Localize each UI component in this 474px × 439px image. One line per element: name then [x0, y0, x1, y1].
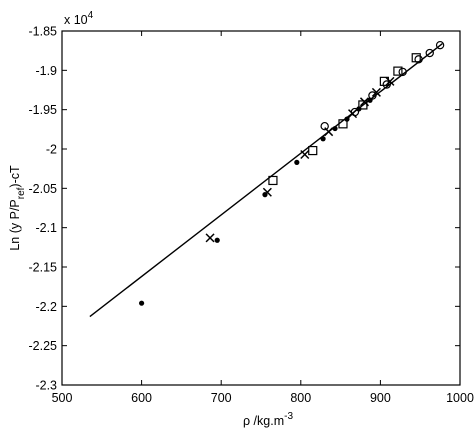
point-x — [262, 187, 272, 197]
x-tick-label: 500 — [52, 391, 73, 405]
point-circle — [414, 55, 423, 64]
x-axis-ticks: 500 600 700 800 900 1000 — [52, 31, 474, 405]
x-axis-label: ρ /kg.m-3 — [243, 411, 293, 428]
y-axis-ticks: -2.3 -2.25 -2.2 -2.15 -2.1 -2.05 -2 -1.95 -1.9 -1… — [29, 25, 460, 393]
point-dot — [320, 136, 326, 142]
x-tick-label: 800 — [290, 391, 311, 405]
y-axis-label: Ln (y P/Pref)-cT — [8, 165, 27, 251]
plot-area-frame — [61, 30, 461, 386]
fit-line — [89, 43, 443, 318]
point-circle — [368, 91, 377, 100]
data-points — [139, 40, 445, 306]
y-tick-label: -2.15 — [29, 261, 58, 275]
y-tick-label: -1.95 — [29, 103, 58, 117]
y-tick-label: -1.85 — [29, 25, 58, 39]
point-circle — [425, 48, 434, 58]
point-x — [300, 149, 310, 160]
point-x — [348, 109, 358, 119]
point-square — [358, 100, 368, 110]
point-dot — [294, 159, 300, 165]
y-tick-label: -2.2 — [35, 300, 57, 314]
point-square — [268, 175, 278, 186]
x-tick-label: 1000 — [446, 391, 474, 405]
point-x — [371, 87, 381, 97]
x-tick-label: 900 — [370, 391, 391, 405]
y-tick-label: -2.25 — [29, 339, 58, 353]
x-tick-label: 600 — [131, 391, 152, 405]
point-square — [338, 119, 348, 129]
point-circle — [398, 67, 407, 77]
y-multiplier: x 104 — [64, 10, 94, 27]
point-x — [205, 233, 215, 243]
point-circle — [320, 121, 329, 131]
fit-line-group — [89, 43, 443, 318]
y-tick-label: -2.3 — [35, 379, 57, 393]
point-dot — [214, 237, 220, 243]
point-circle — [382, 80, 391, 89]
point-circle — [435, 40, 445, 50]
y-tick-label: -2.05 — [29, 182, 58, 196]
y-tick-label: -1.9 — [35, 64, 57, 78]
y-tick-label: -2 — [46, 143, 57, 157]
x-tick-label: 700 — [211, 391, 232, 405]
point-square — [393, 66, 403, 76]
y-tick-label: -2.1 — [35, 221, 57, 235]
point-x — [385, 76, 395, 86]
point-dot — [139, 300, 145, 306]
point-circle — [350, 107, 360, 117]
point-dot — [332, 125, 338, 132]
point-square — [308, 145, 318, 156]
